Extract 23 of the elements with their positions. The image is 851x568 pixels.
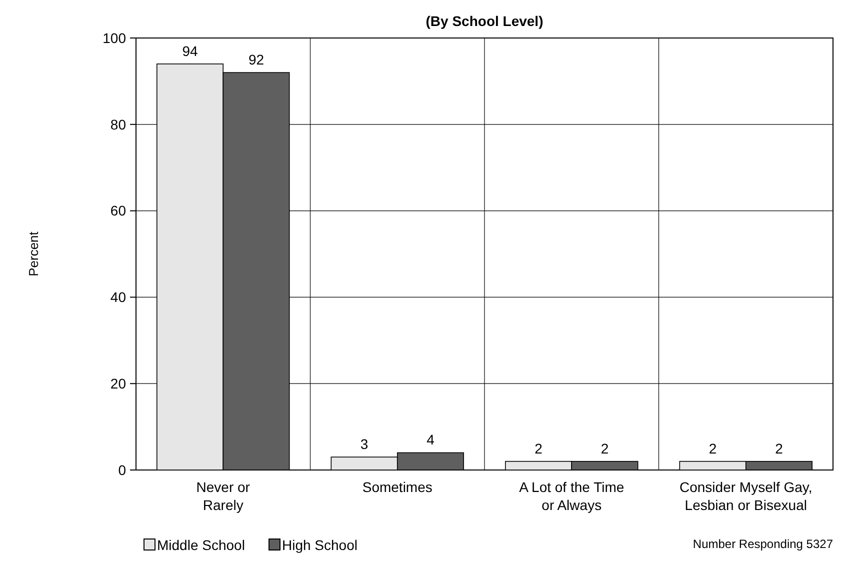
data-label: 2 [775,440,784,456]
y-tick-label: 80 [110,116,126,132]
data-label: 94 [182,42,198,59]
data-label: 3 [360,436,368,452]
chart-title: (By School Level) [426,13,544,29]
data-label: 4 [426,432,435,448]
legend-label: High School [282,537,358,553]
y-tick-label: 100 [102,30,126,46]
x-tick-label: Sometimes [362,479,432,495]
y-tick-label: 20 [110,376,126,392]
data-label: 92 [248,52,264,68]
x-tick-label: Consider Myself Gay, Lesbian or Bisexual [679,479,812,513]
x-tick-label: Never or Rarely [196,479,250,513]
y-tick-label: 40 [110,289,126,306]
x-tick-label: A Lot of the Time or Always [519,479,624,513]
data-label: 2 [600,440,609,456]
text: Number Responding 5327 [692,537,834,551]
y-tick-label: 0 [118,462,126,478]
data-label: 2 [534,440,543,456]
y-axis-title: Percent [26,231,41,276]
data-label: 2 [708,440,717,456]
y-tick-label: 60 [110,202,126,219]
legend-label: Middle School [157,537,245,553]
